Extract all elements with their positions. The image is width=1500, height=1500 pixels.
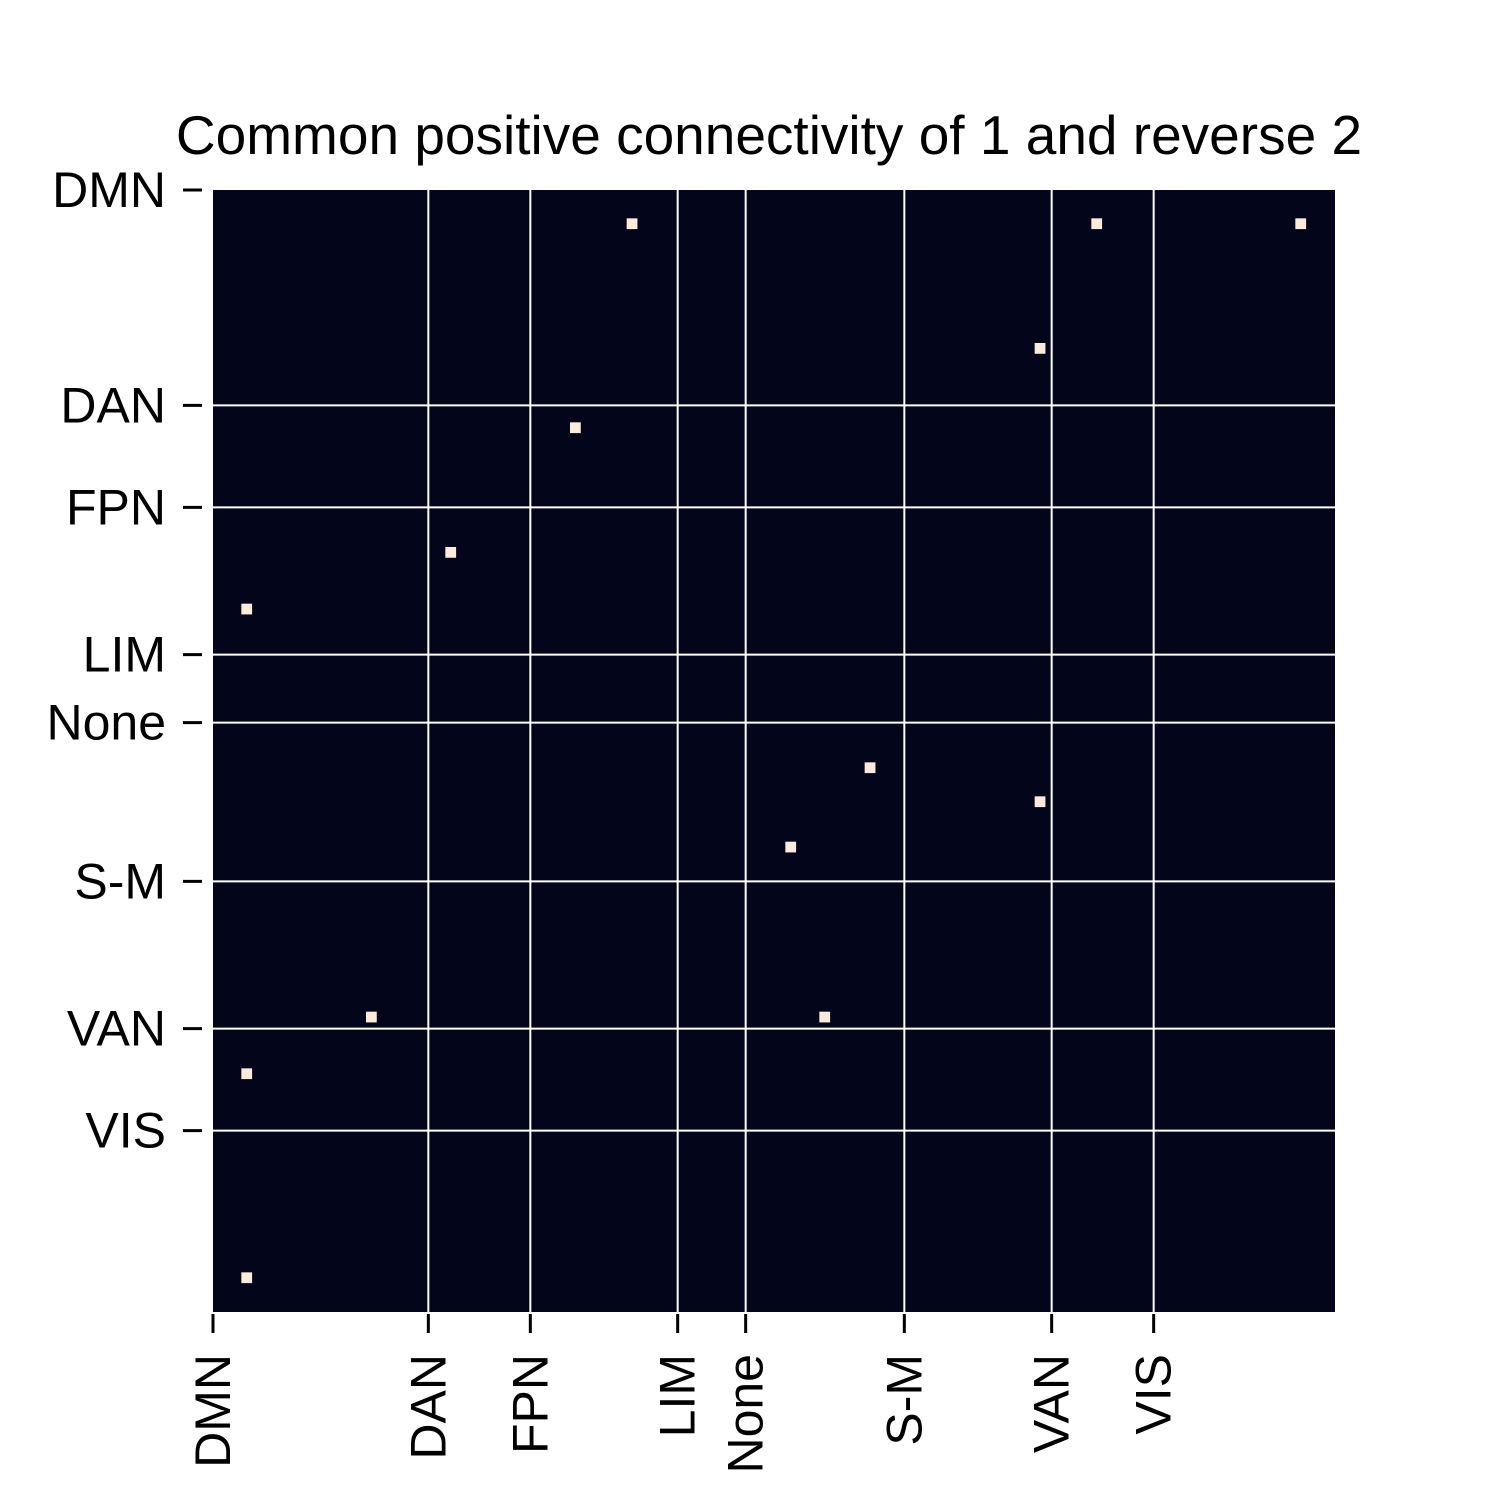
y-tick-label: VAN <box>67 1001 166 1057</box>
x-tick-label: S-M <box>876 1354 932 1446</box>
heatmap-cell <box>626 218 638 230</box>
group-gridlines <box>213 190 1335 1312</box>
plot-background <box>213 190 1335 1312</box>
x-tick-label: LIM <box>650 1354 706 1437</box>
heatmap-cell <box>785 841 797 853</box>
heatmap-cell <box>241 1272 253 1284</box>
heatmap-cell <box>819 1011 831 1023</box>
y-tick-label: FPN <box>66 479 166 535</box>
heatmap-cells <box>241 218 1307 1284</box>
x-tick-label: DAN <box>400 1354 456 1460</box>
heatmap-cell <box>1091 218 1103 230</box>
y-tick-label: VIS <box>85 1103 166 1159</box>
y-tick-label: None <box>46 695 166 751</box>
x-tick-label: VAN <box>1024 1354 1080 1453</box>
heatmap-cell <box>1034 343 1046 354</box>
y-tick-label: S-M <box>74 853 166 909</box>
y-tick-label: DAN <box>60 377 166 433</box>
chart-title: Common positive connectivity of 1 and re… <box>176 104 1362 166</box>
x-tick-label: None <box>718 1354 774 1474</box>
heatmap-cell <box>366 1011 377 1023</box>
heatmap-cell <box>864 762 876 774</box>
heatmap-cell <box>1295 218 1307 230</box>
heatmap-cell <box>241 1068 253 1080</box>
heatmap-cell <box>570 422 581 434</box>
y-axis: DMN DAN FPN LIM None S-M VAN VIS <box>46 162 202 1159</box>
x-tick-label: VIS <box>1126 1354 1182 1435</box>
x-tick-label: DMN <box>185 1354 241 1468</box>
heatmap-cell <box>241 603 253 615</box>
y-tick-label: LIM <box>83 627 166 683</box>
heatmap-cell <box>445 547 457 558</box>
y-tick-label: DMN <box>52 162 166 218</box>
x-axis: DMN DAN FPN LIM None S-M VAN VIS <box>185 1314 1182 1474</box>
heatmap-cell <box>1034 796 1046 808</box>
x-tick-label: FPN <box>502 1354 558 1454</box>
